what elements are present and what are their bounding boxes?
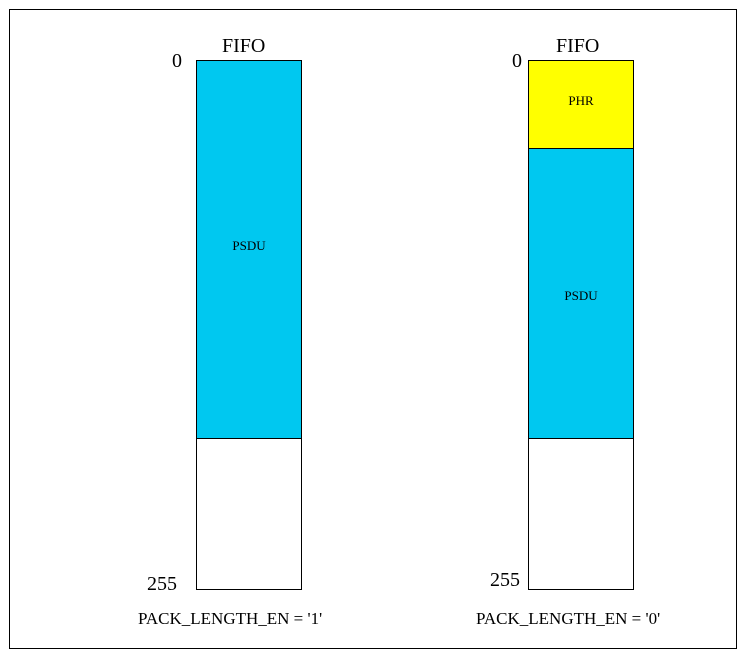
right-phr-segment: PHR	[529, 61, 633, 149]
right-psdu-segment: PSDU	[529, 149, 633, 439]
left-psdu-label: PSDU	[232, 237, 266, 253]
right-fifo-title: FIFO	[556, 35, 600, 57]
right-psdu-label: PSDU	[564, 287, 598, 303]
left-psdu-segment: PSDU	[197, 61, 301, 439]
right-fifo-column: PHR PSDU	[528, 60, 634, 590]
left-index-bottom: 255	[147, 573, 177, 595]
right-index-top: 0	[512, 50, 522, 72]
right-caption: PACK_LENGTH_EN = '0'	[476, 609, 661, 628]
right-empty-segment	[529, 439, 633, 589]
left-fifo-column: PSDU	[196, 60, 302, 590]
left-empty-segment	[197, 439, 301, 589]
left-fifo-title: FIFO	[222, 35, 266, 57]
right-index-bottom: 255	[490, 569, 520, 591]
left-caption: PACK_LENGTH_EN = '1'	[138, 609, 323, 628]
right-phr-label: PHR	[568, 92, 594, 108]
left-index-top: 0	[172, 50, 182, 72]
